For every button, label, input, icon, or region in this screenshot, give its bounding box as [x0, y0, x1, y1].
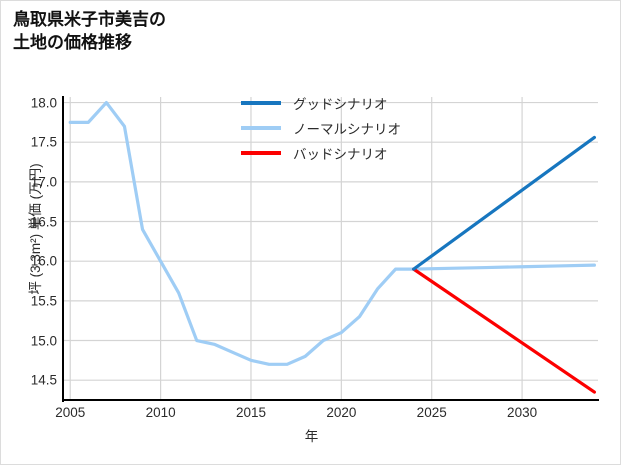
y-tick-label: 14.5	[30, 372, 57, 388]
legend-swatch-icon	[241, 100, 281, 105]
y-tick-label: 15.5	[30, 293, 57, 309]
series-line	[68, 100, 596, 366]
y-axis-ticks: 14.5 15.0 15.5 16.0 16.5 17.0 17.5 18.0	[1, 1, 57, 464]
x-tick-label: 2025	[416, 405, 447, 420]
series-line	[412, 135, 596, 271]
y-tick-label: 15.0	[30, 333, 57, 348]
legend-label: バッドシナリオ	[293, 146, 388, 162]
y-tick-label: 17.0	[30, 174, 57, 190]
legend-label: グッドシナリオ	[293, 96, 388, 112]
y-tick-label: 18.0	[30, 95, 57, 111]
page-title: 鳥取県米子市美吉の 土地の価格推移	[13, 10, 166, 52]
y-tick-label: 16.5	[30, 214, 57, 230]
legend-label: ノーマルシナリオ	[293, 121, 401, 137]
x-tick-label: 2030	[507, 405, 538, 420]
chart-legend: グッドシナリオ ノーマルシナリオ バッドシナリオ	[241, 90, 471, 165]
legend-swatch-icon	[241, 125, 281, 130]
series-lines	[68, 100, 596, 394]
legend-item-1: グッドシナリオ	[241, 90, 471, 115]
x-tick-label: 2010	[145, 405, 176, 420]
x-tick-label: 2020	[326, 405, 357, 420]
x-axis-label: 年	[304, 429, 319, 444]
legend-item-3: バッドシナリオ	[241, 140, 471, 165]
x-axis-line	[62, 399, 599, 401]
y-tick-label: 17.5	[30, 134, 57, 150]
y-tick-label: 16.0	[30, 253, 57, 269]
y-axis-line	[62, 96, 64, 402]
x-tick-label: 2005	[55, 405, 86, 420]
y-axis-label: 坪 (3.3m²) 単価 (万円)	[28, 163, 43, 295]
gridlines	[63, 97, 598, 400]
x-tick-label: 2015	[235, 405, 266, 420]
legend-swatch-icon	[241, 150, 281, 155]
legend-item-2: ノーマルシナリオ	[241, 115, 471, 140]
series-line	[412, 267, 596, 394]
